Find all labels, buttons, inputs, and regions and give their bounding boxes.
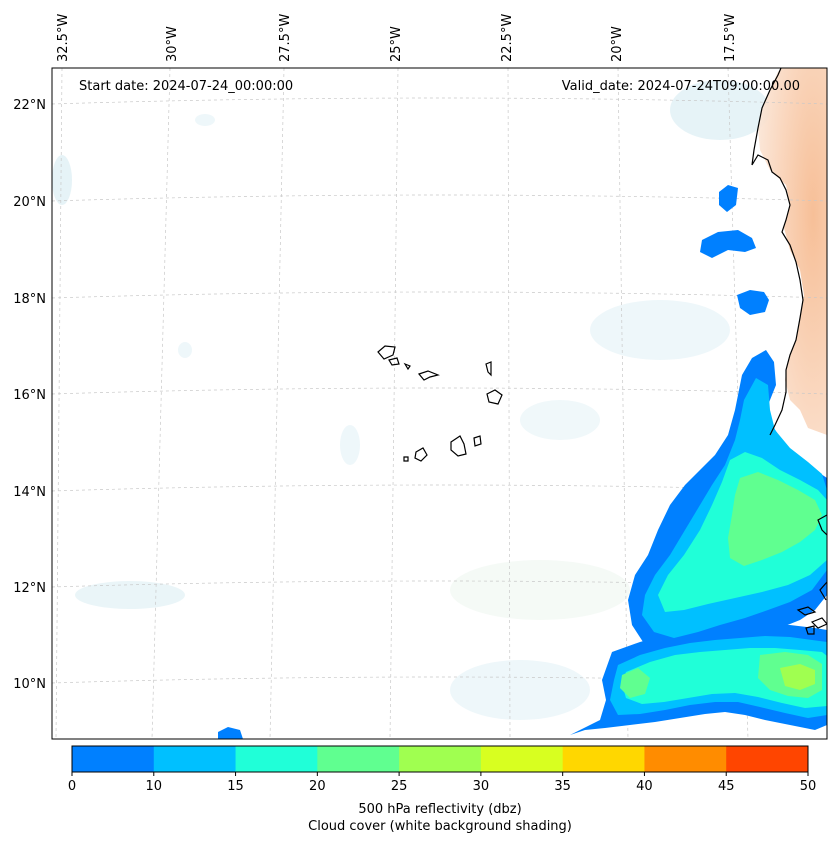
colorbar-segment (153, 746, 237, 772)
latitude-label: 10°N (13, 677, 46, 692)
reflectivity-25-30 (780, 664, 815, 690)
colorbar-segment (644, 746, 727, 772)
coastlines (751, 68, 827, 635)
latitude-label: 18°N (13, 292, 46, 307)
longitude-label: 20°W (610, 26, 625, 62)
colorbar-tick-label: 45 (718, 779, 735, 794)
latitude-label: 12°N (13, 581, 46, 596)
colorbar-frame (71, 745, 809, 773)
longitude-labels: 32.5°W 30°W 27.5°W 25°W 22.5°W 20°W 17.5… (56, 14, 738, 62)
colorbar-segment (480, 746, 564, 772)
longitude-label: 22.5°W (500, 14, 515, 62)
longitude-label: 30°W (165, 26, 180, 62)
latitude-label: 22°N (13, 98, 46, 113)
cloud-cover-shading (52, 80, 770, 720)
colorbar: 0 10 15 20 25 30 35 40 45 50 (68, 745, 817, 794)
latitude-label: 16°N (13, 388, 46, 403)
valid-date-label: Valid_date: 2024-07-24T09:00:00.00 (562, 79, 800, 94)
colorbar-tick-label: 30 (473, 779, 490, 794)
latitude-label: 14°N (13, 485, 46, 500)
colorbar-segment (562, 746, 645, 772)
colorbar-tick-label: 20 (309, 779, 326, 794)
colorbar-tick-label: 40 (636, 779, 653, 794)
start-date-label: Start date: 2024-07-24_00:00:00 (79, 79, 293, 94)
latitude-labels: 22°N 20°N 18°N 16°N 14°N 12°N 10°N (13, 98, 46, 692)
longitude-label: 27.5°W (278, 14, 293, 62)
colorbar-tick-label: 15 (227, 779, 244, 794)
colorbar-segment (399, 746, 482, 772)
colorbar-label: 500 hPa reflectivity (dbz) (358, 802, 521, 817)
colorbar-tick-label: 10 (146, 779, 163, 794)
colorbar-segment (726, 746, 809, 772)
colorbar-segment (72, 746, 155, 772)
colorbar-segment (235, 746, 318, 772)
latitude-label: 20°N (13, 195, 46, 210)
colorbar-tick-label: 50 (800, 779, 817, 794)
colorbar-tick-label: 35 (554, 779, 571, 794)
gridlines (52, 68, 827, 739)
cape-verde-islands (377, 345, 503, 462)
longitude-label: 25°W (389, 26, 404, 62)
colorbar-segment (317, 746, 400, 772)
longitude-label: 17.5°W (723, 14, 738, 62)
map-frame (51, 67, 828, 740)
colorbar-tick-label: 0 (68, 779, 76, 794)
colorbar-sublabel: Cloud cover (white background shading) (308, 819, 572, 834)
colorbar-tick-label: 25 (391, 779, 408, 794)
longitude-label: 32.5°W (56, 14, 71, 62)
